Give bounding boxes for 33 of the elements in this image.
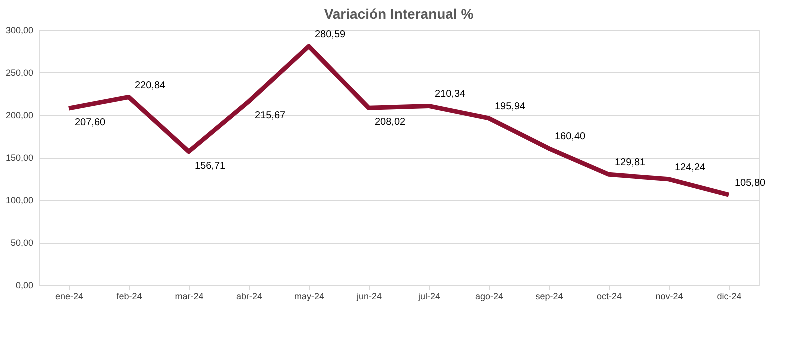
data-label: 195,94: [495, 101, 526, 112]
x-tick-label: sep-24: [536, 292, 564, 302]
x-tick-label: oct-24: [596, 292, 622, 302]
y-tick-label: 0,00: [16, 280, 34, 290]
data-label: 208,02: [375, 117, 406, 128]
y-tick-label: 250,00: [6, 68, 34, 78]
x-tick-label: abr-24: [236, 292, 263, 302]
data-label: 105,80: [735, 178, 766, 190]
y-tick-label: 100,00: [6, 196, 34, 206]
data-label: 210,34: [435, 89, 466, 100]
data-label: 220,84: [135, 80, 166, 92]
x-tick-label: mar-24: [175, 292, 204, 302]
data-label: 280,59: [315, 30, 346, 40]
data-label: 215,67: [255, 110, 286, 122]
x-tick-label: ene-24: [55, 292, 84, 302]
data-label: 156,71: [195, 160, 226, 172]
y-tick-label: 50,00: [10, 238, 34, 248]
data-label: 129,81: [615, 158, 646, 169]
y-tick-label: 200,00: [6, 110, 34, 120]
y-tick-label: 300,00: [6, 26, 34, 36]
line-series: [66, 44, 732, 198]
x-tick-label: jul-24: [417, 292, 441, 302]
x-tick-label: dic-24: [717, 292, 742, 302]
x-tick-label: jun-24: [356, 292, 382, 302]
chart-title: Variación Interanual %: [324, 6, 474, 22]
data-label: 207,60: [75, 118, 106, 129]
x-tick-label: may-24: [294, 292, 325, 302]
x-tick-label: feb-24: [116, 292, 142, 302]
data-label: 160,40: [555, 132, 586, 143]
x-tick-label: nov-24: [656, 292, 684, 302]
x-tick-label: ago-24: [475, 292, 504, 302]
data-label: 124,24: [675, 162, 706, 174]
y-tick-label: 150,00: [6, 153, 34, 163]
